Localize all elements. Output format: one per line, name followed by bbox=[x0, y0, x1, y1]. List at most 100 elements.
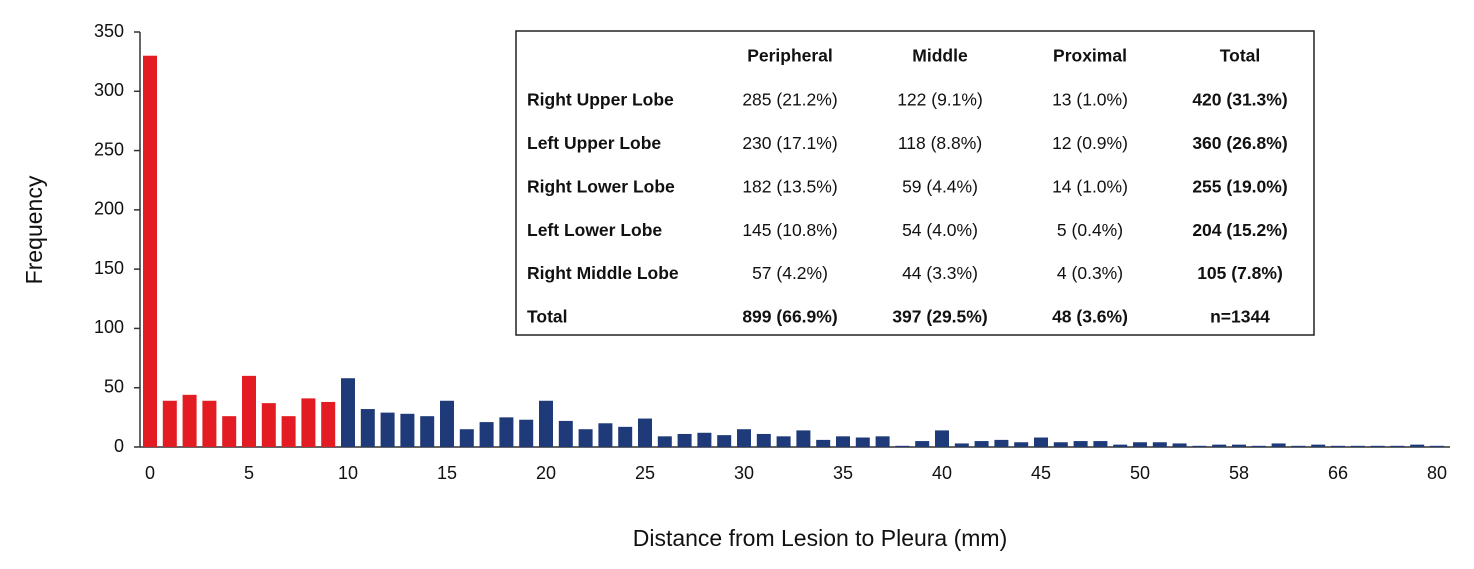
x-tick-label: 0 bbox=[145, 463, 155, 483]
row-label: Left Lower Lobe bbox=[527, 220, 662, 240]
bar bbox=[717, 435, 732, 447]
y-tick-label: 50 bbox=[104, 376, 124, 396]
x-tick-label: 25 bbox=[635, 463, 655, 483]
bar bbox=[677, 433, 692, 447]
y-tick-label: 200 bbox=[94, 199, 124, 219]
table-cell: 182 (13.5%) bbox=[742, 176, 837, 196]
bar bbox=[1311, 444, 1326, 447]
table-cell: 118 (8.8%) bbox=[898, 133, 982, 153]
y-tick-label: 100 bbox=[94, 317, 124, 337]
bar bbox=[1113, 444, 1128, 447]
bar bbox=[816, 439, 831, 447]
bar bbox=[202, 400, 217, 447]
bar bbox=[915, 441, 930, 447]
table-cell: 4 (0.3%) bbox=[1057, 263, 1123, 283]
bar bbox=[1014, 442, 1029, 447]
bar bbox=[1034, 437, 1048, 447]
bar bbox=[261, 403, 276, 447]
y-tick-label: 300 bbox=[94, 80, 124, 100]
table-cell: 5 (0.4%) bbox=[1057, 220, 1123, 240]
bar bbox=[341, 378, 355, 447]
x-tick-label: 45 bbox=[1031, 463, 1051, 483]
table-cell: 14 (1.0%) bbox=[1052, 176, 1128, 196]
bar bbox=[242, 375, 256, 447]
bar bbox=[400, 413, 415, 447]
bar bbox=[756, 433, 771, 447]
x-tick-label: 66 bbox=[1328, 463, 1348, 483]
table-header: Peripheral bbox=[747, 46, 833, 66]
x-tick-label: 20 bbox=[536, 463, 556, 483]
bar bbox=[479, 422, 494, 447]
bar bbox=[1410, 444, 1425, 447]
bar bbox=[1093, 441, 1108, 447]
bar bbox=[360, 409, 375, 447]
bar bbox=[1370, 445, 1385, 447]
table-cell: 230 (17.1%) bbox=[742, 133, 837, 153]
y-tick-label: 150 bbox=[94, 258, 124, 278]
bar bbox=[1053, 442, 1068, 447]
table-cell: 12 (0.9%) bbox=[1052, 133, 1128, 153]
x-tick-label: 5 bbox=[244, 463, 254, 483]
x-tick-label: 15 bbox=[437, 463, 457, 483]
bar bbox=[855, 437, 870, 447]
table-cell: 54 (4.0%) bbox=[902, 220, 978, 240]
row-label: Right Lower Lobe bbox=[527, 176, 675, 196]
table-cell: 145 (10.8%) bbox=[742, 220, 837, 240]
row-label: Total bbox=[527, 307, 568, 327]
bar bbox=[1192, 445, 1207, 447]
table-cell: 285 (21.2%) bbox=[742, 90, 837, 110]
bar bbox=[1331, 445, 1345, 447]
bar bbox=[994, 439, 1009, 447]
table-cell: 59 (4.4%) bbox=[902, 176, 978, 196]
table-box bbox=[515, 30, 1315, 336]
bar bbox=[499, 417, 514, 447]
row-label: Left Upper Lobe bbox=[527, 133, 661, 153]
table-cell: 204 (15.2%) bbox=[1192, 220, 1287, 240]
table-header: Proximal bbox=[1053, 46, 1127, 66]
bar bbox=[954, 443, 969, 447]
table-cell: 255 (19.0%) bbox=[1192, 176, 1287, 196]
table-cell: 360 (26.8%) bbox=[1192, 133, 1287, 153]
bar bbox=[440, 400, 454, 447]
bar bbox=[1271, 443, 1286, 447]
bar bbox=[875, 436, 890, 447]
bar bbox=[182, 394, 197, 447]
bar bbox=[301, 398, 316, 447]
bar bbox=[697, 432, 712, 447]
table-cell: 48 (3.6%) bbox=[1052, 307, 1128, 327]
y-axis-label: Frequency bbox=[21, 175, 47, 284]
bar bbox=[1251, 445, 1266, 447]
y-tick-label: 250 bbox=[94, 139, 124, 159]
x-tick-label: 58 bbox=[1229, 463, 1249, 483]
bar bbox=[618, 426, 633, 447]
bar bbox=[1291, 445, 1306, 447]
x-tick-label: 30 bbox=[734, 463, 754, 483]
bar bbox=[598, 423, 613, 447]
x-tick-label: 80 bbox=[1427, 463, 1447, 483]
table-cell: 57 (4.2%) bbox=[752, 263, 828, 283]
row-label: Right Upper Lobe bbox=[527, 90, 674, 110]
bar bbox=[558, 420, 573, 447]
bar bbox=[143, 55, 157, 447]
bar bbox=[578, 429, 593, 447]
x-tick-label: 10 bbox=[338, 463, 358, 483]
bar bbox=[420, 416, 435, 447]
bar bbox=[974, 441, 989, 447]
bar bbox=[1212, 444, 1227, 447]
table-cell: n=1344 bbox=[1210, 307, 1270, 327]
bar bbox=[222, 416, 237, 447]
bar bbox=[162, 400, 177, 447]
table-cell: 397 (29.5%) bbox=[892, 307, 987, 327]
bar bbox=[380, 412, 395, 447]
table-cell: 13 (1.0%) bbox=[1052, 90, 1128, 110]
table-cell: 420 (31.3%) bbox=[1192, 90, 1287, 110]
table-cell: 105 (7.8%) bbox=[1197, 263, 1283, 283]
x-axis-label: Distance from Lesion to Pleura (mm) bbox=[633, 525, 1008, 551]
bar bbox=[638, 418, 652, 447]
bar bbox=[281, 416, 296, 447]
x-tick-label: 50 bbox=[1130, 463, 1150, 483]
bar bbox=[935, 430, 949, 447]
bar bbox=[321, 401, 336, 447]
bar bbox=[1430, 445, 1444, 447]
